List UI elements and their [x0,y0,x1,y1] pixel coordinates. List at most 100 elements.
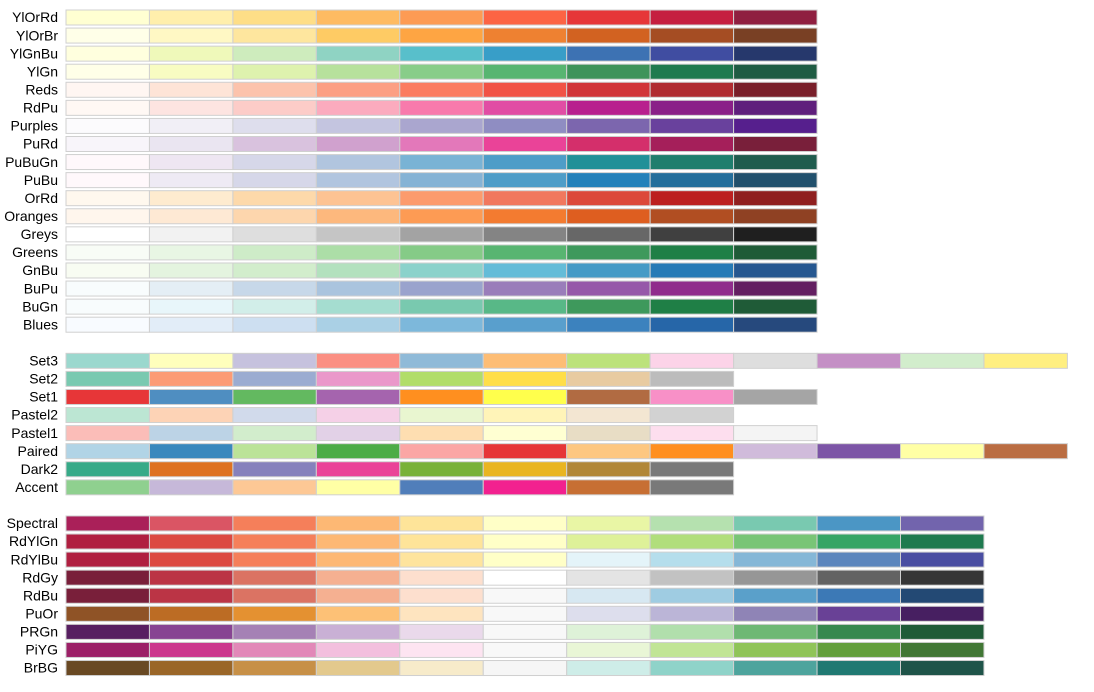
color-swatch [399,262,484,279]
color-swatch [649,388,735,405]
color-swatch [232,117,317,134]
color-swatch [566,298,651,315]
color-swatch [649,27,735,44]
color-swatch [65,117,150,134]
palette-row: Dark2 [21,461,735,478]
color-swatch [566,27,651,44]
color-swatch [733,45,818,62]
color-swatch [733,660,818,677]
color-swatch [232,154,317,171]
color-swatch [232,172,317,189]
palette-name: RdBu [23,587,58,603]
color-swatch [566,388,651,405]
color-swatch [482,461,568,478]
color-swatch [315,479,401,496]
color-swatch [232,352,317,369]
color-swatch [315,226,401,243]
color-swatch [649,587,735,604]
color-swatch [733,244,818,261]
color-swatch [649,551,735,568]
palette-row: Reds [25,81,818,98]
palette-row: BuPu [24,280,818,297]
color-swatch [900,352,985,369]
palette-name: Oranges [4,208,58,224]
color-swatch [482,352,568,369]
color-swatch [649,660,735,677]
color-swatch [399,298,484,315]
color-swatch [482,81,568,98]
color-swatch [566,280,651,297]
color-swatch [399,443,484,460]
palette-name: Paired [18,443,58,459]
color-swatch [649,135,735,152]
color-swatch [148,280,234,297]
color-swatch [566,407,651,424]
color-swatch [148,605,234,622]
color-swatch [816,569,901,586]
color-swatch [315,99,401,116]
color-swatch [65,443,150,460]
color-swatch [315,9,401,26]
color-swatch [65,407,150,424]
color-swatch [482,425,568,442]
color-swatch [65,551,150,568]
color-swatch [566,190,651,207]
color-swatch [232,569,317,586]
color-swatch [148,81,234,98]
color-swatch [649,208,735,225]
palette-name: PuBuGn [5,154,58,170]
color-swatch [315,27,401,44]
color-swatch [148,443,234,460]
color-swatch [148,660,234,677]
color-swatch [399,63,484,80]
palette-name: PuOr [25,606,58,622]
color-swatch [566,208,651,225]
color-swatch [482,551,568,568]
color-swatch [232,479,317,496]
color-swatch [733,425,818,442]
color-swatch [315,45,401,62]
palette-name: PRGn [20,624,58,640]
color-swatch [315,63,401,80]
color-swatch [399,172,484,189]
color-swatch [315,280,401,297]
color-swatch [566,316,651,333]
color-swatch [482,388,568,405]
color-swatch [816,352,901,369]
color-swatch [232,244,317,261]
color-swatch [65,99,150,116]
color-swatch [649,352,735,369]
color-swatch [733,388,818,405]
color-swatch [232,45,317,62]
palette-row: BuGn [22,298,818,315]
color-swatch [65,569,150,586]
color-swatch [566,172,651,189]
color-swatch [232,425,317,442]
color-swatch [649,425,735,442]
color-swatch [315,461,401,478]
color-swatch [232,316,317,333]
color-swatch [733,262,818,279]
color-swatch [816,551,901,568]
color-swatch [566,623,651,640]
color-swatch [399,461,484,478]
color-swatch [649,298,735,315]
color-swatch [148,63,234,80]
color-swatch [733,352,818,369]
color-swatch [566,262,651,279]
color-swatch [733,605,818,622]
color-swatch [733,63,818,80]
color-swatch [649,370,735,387]
palette-row: Pastel2 [11,407,735,424]
color-swatch [482,208,568,225]
color-swatch [148,533,234,550]
color-swatch [65,605,150,622]
palette-row: Paired [18,443,1068,460]
color-swatch [148,45,234,62]
color-swatch [566,154,651,171]
color-swatch [733,443,818,460]
color-swatch [65,63,150,80]
color-swatch [65,244,150,261]
color-swatch [399,641,484,658]
